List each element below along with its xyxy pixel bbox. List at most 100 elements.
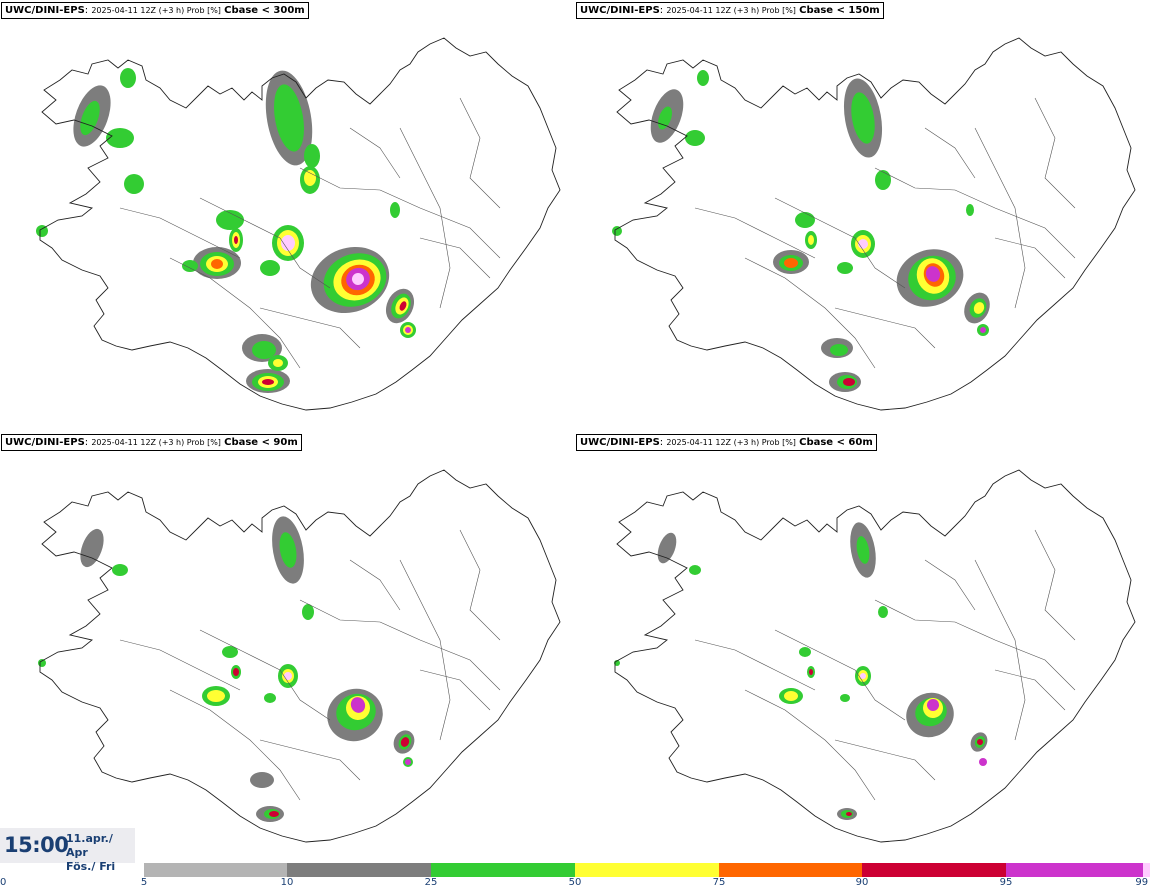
probability-area (112, 564, 128, 576)
legend-swatch-90-95 (862, 863, 1006, 877)
region-border (259, 307, 361, 349)
threshold-label: Cbase < 60m (799, 437, 873, 448)
region-border (744, 257, 876, 369)
region-border (169, 257, 301, 369)
valid-time-clock: 15:00 (4, 833, 69, 857)
probability-area (846, 812, 852, 816)
map-panel-300m: UWC/DINI-EPS: 2025-04-11 12Z (+3 h) Prob… (0, 0, 575, 430)
probability-area (925, 266, 941, 282)
probability-area (302, 604, 314, 620)
model-name: UWC/DINI-EPS (580, 437, 660, 448)
legend-swatch-5-10 (144, 863, 287, 877)
probability-area (973, 302, 985, 314)
legend-label: 0 (0, 877, 7, 888)
probability-area (657, 532, 677, 564)
legend-label: 50 (568, 877, 582, 888)
panel-title: UWC/DINI-EPS: 2025-04-11 12Z (+3 h) Prob… (576, 2, 884, 19)
region-border (744, 689, 876, 801)
probability-area (837, 262, 853, 274)
region-border (169, 689, 301, 801)
region-border (259, 739, 361, 781)
valid-date-line1: 11.apr./ Apr (66, 832, 113, 859)
probability-area (80, 528, 104, 568)
region-border (399, 559, 451, 741)
region-border (994, 669, 1066, 711)
probability-area (350, 697, 366, 713)
valid-date-line2: Fös./ Fri (66, 860, 116, 873)
region-border (974, 559, 1026, 741)
probability-area (843, 378, 855, 386)
model-name: UWC/DINI-EPS (580, 5, 660, 16)
region-border (924, 127, 976, 179)
probability-area (352, 273, 364, 285)
region-border (299, 599, 501, 691)
probability-area (211, 259, 223, 269)
probability-area (980, 327, 986, 333)
legend-swatch-10-25 (287, 863, 431, 877)
probability-area (264, 693, 276, 703)
probability-area (304, 170, 316, 186)
probability-area (851, 92, 875, 144)
region-border (199, 197, 331, 289)
probability-area (284, 672, 292, 680)
region-border (459, 529, 501, 641)
region-border (834, 739, 936, 781)
probability-area (182, 260, 198, 272)
probability-area (784, 258, 798, 268)
legend-label: 90 (855, 877, 869, 888)
probability-area (106, 128, 134, 148)
probability-area (875, 170, 891, 190)
probability-area (860, 673, 866, 679)
probability-area (784, 691, 798, 701)
region-border (349, 559, 401, 611)
legend-swatch-50-75 (575, 863, 719, 877)
probability-area (304, 144, 320, 168)
map-panel-90m: UWC/DINI-EPS: 2025-04-11 12Z (+3 h) Prob… (0, 432, 575, 862)
probability-area (399, 301, 407, 311)
probability-area (809, 669, 813, 675)
probability-area (207, 690, 225, 702)
probability-area (795, 212, 815, 228)
run-meta: 2025-04-11 12Z (+3 h) Prob [%] (666, 6, 796, 15)
probability-area (252, 341, 276, 359)
legend-swatch-95-99 (1006, 863, 1143, 877)
probability-area (279, 532, 297, 568)
probability-area (858, 239, 868, 249)
map-90m (38, 469, 561, 843)
probability-area (856, 536, 870, 564)
legend-label: 99 (1135, 877, 1149, 888)
probability-area (966, 204, 974, 216)
run-meta: 2025-04-11 12Z (+3 h) Prob [%] (91, 6, 221, 15)
probability-area (612, 226, 622, 236)
probability-area (36, 225, 48, 237)
probability-area (120, 68, 136, 88)
probability-area (260, 260, 280, 276)
region-border (924, 559, 976, 611)
probability-area (250, 772, 274, 788)
map-150m (612, 37, 1136, 411)
probability-area (977, 739, 983, 745)
run-meta: 2025-04-11 12Z (+3 h) Prob [%] (666, 438, 796, 447)
probability-area (216, 210, 244, 230)
legend-label: 95 (999, 877, 1013, 888)
probability-area (400, 737, 410, 747)
region-border (459, 97, 501, 209)
legend-label: 25 (424, 877, 438, 888)
map-panel-60m: UWC/DINI-EPS: 2025-04-11 12Z (+3 h) Prob… (575, 432, 1150, 862)
threshold-label: Cbase < 90m (224, 437, 298, 448)
region-border (694, 639, 816, 691)
region-border (299, 167, 501, 259)
region-border (119, 207, 241, 259)
region-border (419, 237, 491, 279)
probability-area (262, 379, 274, 385)
probability-area (927, 698, 939, 711)
region-border (399, 127, 451, 309)
map-300m (36, 37, 561, 411)
probability-area (80, 100, 100, 136)
probability-area (808, 235, 814, 245)
map-60m (614, 469, 1136, 843)
coastline (614, 469, 1136, 843)
probability-area (124, 174, 144, 194)
region-border (874, 599, 1076, 691)
probability-area (274, 84, 304, 152)
